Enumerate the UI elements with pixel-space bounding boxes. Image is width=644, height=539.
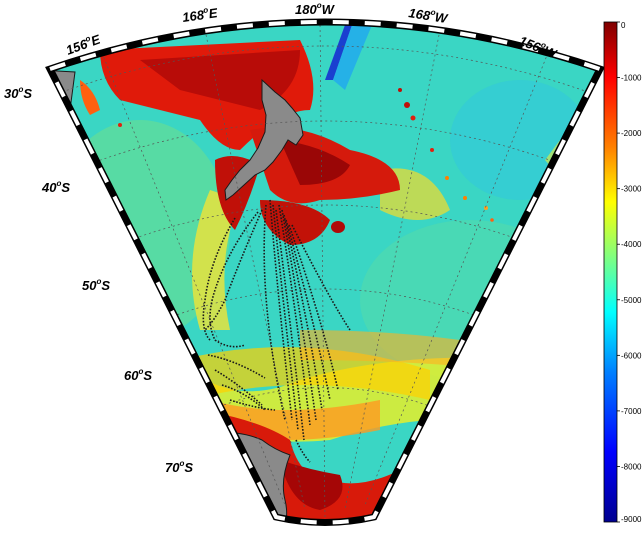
float-trajectories <box>202 199 351 463</box>
lon-label-168e: 168oE <box>181 4 218 25</box>
depth-colorbar: 0 -1000 -2000 -3000 -4000 -5000 -6000 -7000 -800… <box>603 21 642 524</box>
lat-label-40s: 40oS <box>41 179 70 195</box>
colorbar-tick-label: -7000 <box>621 407 642 416</box>
lat-label-50s: 50oS <box>82 277 110 293</box>
colorbar-tick-label: -2000 <box>621 129 642 138</box>
colorbar-tick-label: -5000 <box>621 296 642 305</box>
lon-label-168w: 168oW <box>408 4 451 26</box>
colorbar-gradient <box>603 21 618 523</box>
land-new-zealand <box>224 78 304 201</box>
latitude-labels: 30oS 40oS 50oS 60oS 70oS <box>4 85 193 475</box>
lon-label-180w: 180oW <box>295 1 336 17</box>
colorbar-tick-label: -6000 <box>621 351 642 360</box>
colorbar-tick-label: -3000 <box>621 185 642 194</box>
colorbar-tick-label: -9000 <box>621 515 642 524</box>
colorbar-tick-label: 0 <box>621 21 626 30</box>
colorbar-tick-label: -1000 <box>621 74 642 83</box>
lat-label-70s: 70oS <box>165 459 193 475</box>
lat-label-30s: 30oS <box>4 85 32 101</box>
colorbar-tick-label: -4000 <box>621 240 642 249</box>
lat-label-60s: 60oS <box>124 367 152 383</box>
colorbar-tick-label: -8000 <box>621 462 642 471</box>
map-frame <box>45 18 605 526</box>
